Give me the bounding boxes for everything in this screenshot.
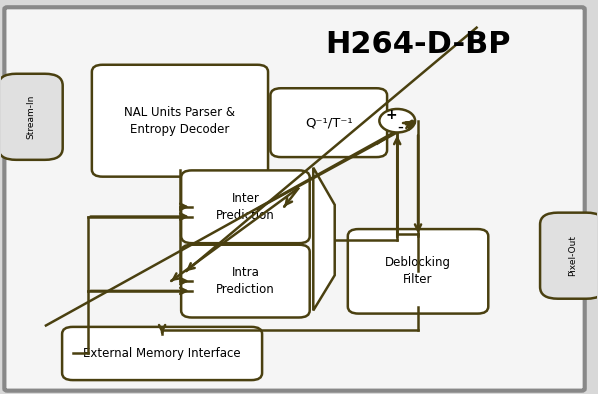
Text: NAL Units Parser &
Entropy Decoder: NAL Units Parser & Entropy Decoder: [124, 106, 236, 136]
Text: Intra
Prediction: Intra Prediction: [216, 266, 275, 296]
FancyBboxPatch shape: [348, 229, 489, 314]
FancyBboxPatch shape: [181, 170, 310, 243]
Circle shape: [379, 109, 415, 132]
FancyBboxPatch shape: [0, 74, 63, 160]
Text: Pixel-Out: Pixel-Out: [568, 235, 576, 276]
FancyBboxPatch shape: [181, 245, 310, 318]
Text: Q⁻¹/T⁻¹: Q⁻¹/T⁻¹: [305, 116, 353, 129]
Text: Inter
Prediction: Inter Prediction: [216, 192, 275, 222]
FancyBboxPatch shape: [540, 213, 598, 299]
Text: Stream-In: Stream-In: [26, 95, 35, 139]
FancyBboxPatch shape: [270, 88, 387, 157]
Text: External Memory Interface: External Memory Interface: [83, 347, 241, 360]
Text: Deblocking
Filter: Deblocking Filter: [385, 256, 451, 286]
Text: H264-D-BP: H264-D-BP: [325, 30, 511, 59]
Text: +: +: [385, 108, 397, 123]
FancyBboxPatch shape: [62, 327, 262, 380]
FancyBboxPatch shape: [4, 7, 585, 391]
Text: -: -: [397, 117, 403, 136]
Polygon shape: [313, 168, 335, 310]
FancyBboxPatch shape: [92, 65, 268, 177]
